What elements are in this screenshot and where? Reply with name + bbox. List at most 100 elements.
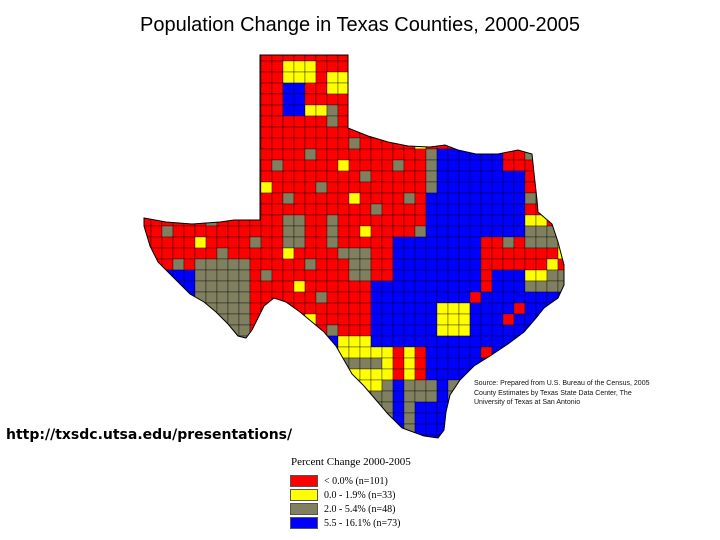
county-cell	[304, 170, 317, 183]
county-cell	[348, 346, 361, 359]
county-cell	[414, 258, 427, 271]
county-cell	[161, 192, 174, 205]
county-cell	[359, 302, 372, 315]
county-cell	[569, 127, 580, 138]
county-cell	[282, 115, 295, 128]
county-cell	[172, 324, 185, 337]
county-cell	[458, 390, 471, 403]
county-cell	[271, 159, 284, 172]
county-cell	[205, 60, 218, 73]
county-cell	[216, 335, 229, 348]
county-cell	[535, 269, 548, 282]
county-cell	[144, 390, 152, 403]
county-cell	[370, 192, 383, 205]
county-cell	[381, 434, 394, 438]
county-cell	[282, 192, 295, 205]
county-cell	[535, 60, 548, 73]
county-cell	[271, 269, 284, 282]
county-cell	[293, 214, 306, 227]
county-cell	[326, 82, 339, 95]
county-cell	[183, 412, 196, 425]
county-cell	[304, 269, 317, 282]
county-cell	[161, 390, 174, 403]
county-cell	[491, 170, 504, 183]
county-cell	[337, 60, 350, 73]
county-cell	[183, 192, 196, 205]
county-cell	[392, 390, 405, 403]
county-cell	[326, 137, 339, 150]
county-cell	[447, 335, 460, 348]
county-cell	[458, 258, 471, 271]
county-cell	[392, 203, 405, 216]
county-cell	[249, 236, 262, 249]
county-cell	[337, 225, 350, 238]
county-cell	[304, 247, 317, 260]
county-cell	[546, 148, 559, 161]
county-cell	[469, 203, 482, 216]
county-cell	[359, 379, 372, 392]
county-cell	[469, 324, 482, 337]
county-cell	[227, 148, 240, 161]
county-cell	[172, 82, 185, 95]
map-legend: Percent Change 2000-2005 < 0.0% (n=101) …	[290, 456, 490, 530]
county-cell	[194, 104, 207, 117]
county-cell	[370, 258, 383, 271]
county-cell	[249, 71, 262, 84]
county-cell	[293, 434, 306, 438]
county-cell	[359, 269, 372, 282]
county-cell	[381, 236, 394, 249]
county-cell	[150, 291, 163, 304]
county-cell	[348, 148, 361, 161]
county-cell	[381, 302, 394, 315]
county-cell	[282, 269, 295, 282]
county-cell	[183, 225, 196, 238]
county-cell	[403, 280, 416, 293]
county-cell	[469, 357, 482, 370]
presentation-url[interactable]: http://txsdc.utsa.edu/presentations/	[6, 427, 293, 443]
county-cell	[326, 423, 339, 436]
county-cell	[381, 104, 394, 117]
county-cell	[403, 126, 416, 139]
county-cell	[194, 324, 207, 337]
county-cell	[161, 324, 174, 337]
county-cell	[304, 60, 317, 73]
county-cell	[337, 82, 350, 95]
county-cell	[546, 269, 559, 282]
county-cell	[315, 434, 328, 438]
county-cell	[447, 60, 460, 73]
county-cell	[480, 269, 493, 282]
county-cell	[249, 159, 262, 172]
county-cell	[546, 93, 559, 106]
county-cell	[370, 269, 383, 282]
county-cell	[271, 181, 284, 194]
county-cell	[144, 412, 152, 425]
county-cell	[381, 313, 394, 326]
county-cell	[524, 269, 537, 282]
county-cell	[370, 434, 383, 438]
county-cell	[546, 434, 559, 438]
county-cell	[469, 192, 482, 205]
county-cell	[282, 104, 295, 117]
county-cell	[161, 291, 174, 304]
county-cell	[194, 192, 207, 205]
county-cell	[458, 302, 471, 315]
county-cell	[359, 148, 372, 161]
county-cell	[392, 368, 405, 381]
county-cell	[205, 401, 218, 414]
county-cell	[282, 401, 295, 414]
county-cell	[348, 55, 361, 62]
county-cell	[403, 214, 416, 227]
county-cell	[513, 324, 526, 337]
county-cell	[337, 324, 350, 337]
county-cell	[183, 401, 196, 414]
county-cell	[458, 247, 471, 260]
county-cell	[381, 71, 394, 84]
county-cell	[260, 82, 273, 95]
county-cell	[458, 55, 471, 62]
county-cell	[513, 214, 526, 227]
county-cell	[359, 258, 372, 271]
county-cell	[458, 379, 471, 392]
county-cell	[447, 324, 460, 337]
county-cell	[205, 280, 218, 293]
county-cell	[491, 258, 504, 271]
